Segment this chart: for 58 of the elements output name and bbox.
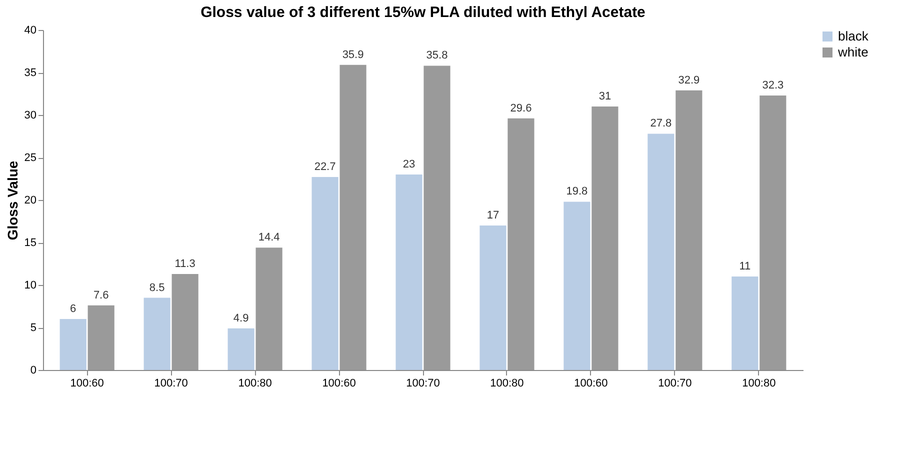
bar	[676, 90, 702, 370]
x-tick-label: 100:80	[238, 378, 272, 390]
data-label: 35.9	[342, 48, 364, 61]
y-tick-label: 15	[24, 237, 36, 249]
bar	[88, 305, 114, 370]
bar	[60, 319, 86, 370]
x-tick-label: 100:70	[406, 378, 440, 390]
bar	[172, 274, 198, 370]
legend-label: white	[837, 44, 868, 60]
bar	[592, 106, 618, 370]
data-label: 29.6	[510, 102, 532, 114]
x-tick-label: 100:60	[322, 378, 356, 390]
data-label: 32.3	[762, 79, 784, 92]
data-label: 23	[402, 158, 416, 170]
bar	[760, 95, 786, 370]
y-tick-label: 5	[30, 322, 36, 334]
data-label: 22.7	[314, 161, 336, 174]
x-tick-label: 100:70	[154, 378, 188, 390]
y-tick-label: 25	[24, 152, 36, 164]
x-tick-label: 100:60	[70, 378, 104, 390]
data-label: 17	[486, 210, 500, 222]
x-tick-label: 100:80	[490, 378, 524, 390]
chart-title: Gloss value of 3 different 15%w PLA diluted with Ethyl Acetate	[200, 4, 646, 21]
bar	[732, 276, 758, 370]
bar	[256, 248, 282, 370]
data-label: 31	[598, 90, 612, 102]
data-label: 8.5	[149, 282, 165, 294]
data-label: 32.9	[678, 74, 700, 86]
x-tick-label: 100:80	[742, 378, 776, 390]
bar	[480, 226, 506, 370]
data-label: 27.8	[650, 118, 672, 130]
data-label: 7.6	[93, 289, 109, 302]
data-label: 11.3	[174, 258, 196, 270]
bar	[228, 328, 254, 370]
y-tick-label: 30	[24, 110, 36, 122]
y-tick-label: 20	[24, 194, 36, 206]
data-label: 19.8	[566, 186, 588, 198]
data-label: 11	[739, 260, 751, 272]
data-label: 4.9	[233, 312, 249, 324]
data-label: 35.8	[426, 50, 448, 62]
y-tick-label: 35	[24, 67, 36, 79]
y-axis-title: Gloss Value	[4, 160, 20, 240]
bar	[396, 174, 422, 370]
data-label: 14.4	[258, 232, 280, 244]
bar	[340, 64, 366, 370]
bar	[144, 298, 170, 370]
bar	[508, 118, 534, 370]
bar	[648, 134, 674, 370]
bar	[564, 202, 590, 370]
data-label: 6	[70, 303, 76, 315]
y-tick-label: 10	[24, 280, 36, 292]
legend-label: black	[838, 28, 869, 44]
bar	[424, 66, 450, 370]
x-tick-label: 100:60	[574, 378, 608, 390]
x-tick-label: 100:70	[658, 378, 692, 390]
y-tick-label: 0	[30, 364, 36, 376]
bar	[312, 177, 338, 370]
y-tick-label: 40	[24, 24, 36, 36]
